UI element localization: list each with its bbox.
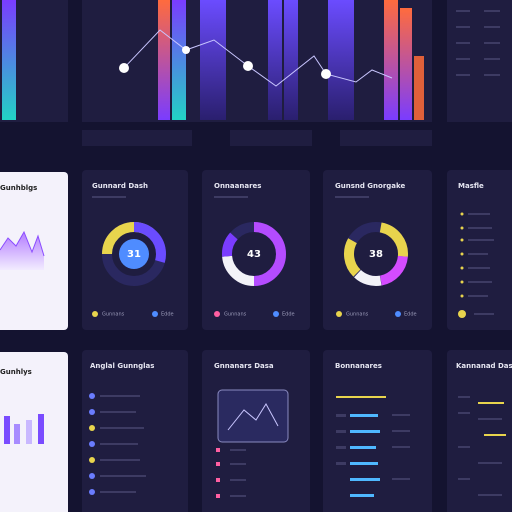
card: Anglal Gunnglas <box>82 350 188 512</box>
card-title: Anglal Gunnglas <box>90 362 154 370</box>
area-line <box>0 230 45 257</box>
card-title: Gnnanars Dasa <box>214 362 274 370</box>
card-title: Gunhlys <box>0 368 32 376</box>
legend: Edde <box>282 312 295 318</box>
card-title: Gunhblgs <box>0 184 37 192</box>
legend: Edde <box>404 312 417 318</box>
card: Gnnanars Dasa <box>202 350 310 512</box>
donut-value: 31 <box>127 249 141 260</box>
card-title: Gunnard Dash <box>92 182 148 190</box>
card: Masfle <box>447 170 512 330</box>
legend: Edde <box>161 312 174 318</box>
card-title: Onnaanares <box>214 182 261 190</box>
donut-value: 38 <box>369 249 383 260</box>
card: Onnaanares 43 Gunnans Edde <box>202 170 310 330</box>
legend: Gunnans <box>346 312 369 318</box>
legend: Gunnans <box>102 312 125 318</box>
card-title: Bonnanares <box>335 362 382 370</box>
card: Bonnanares <box>323 350 432 512</box>
card: Gunnard Dash 31 Gunnans Edde <box>82 170 188 330</box>
card-title: Masfle <box>458 182 484 190</box>
left-card <box>0 352 68 512</box>
card: Gunsnd Gnorgake 38 Gunnans Edde <box>323 170 432 330</box>
donut-value: 43 <box>247 249 261 260</box>
card-title: Gunsnd Gnorgake <box>335 182 406 190</box>
card: Kannanad Dash b <box>447 350 512 512</box>
top-panels <box>0 0 512 146</box>
legend: Gunnans <box>224 312 247 318</box>
bars <box>4 414 44 444</box>
card-title: Kannanad Dash b <box>456 362 512 370</box>
